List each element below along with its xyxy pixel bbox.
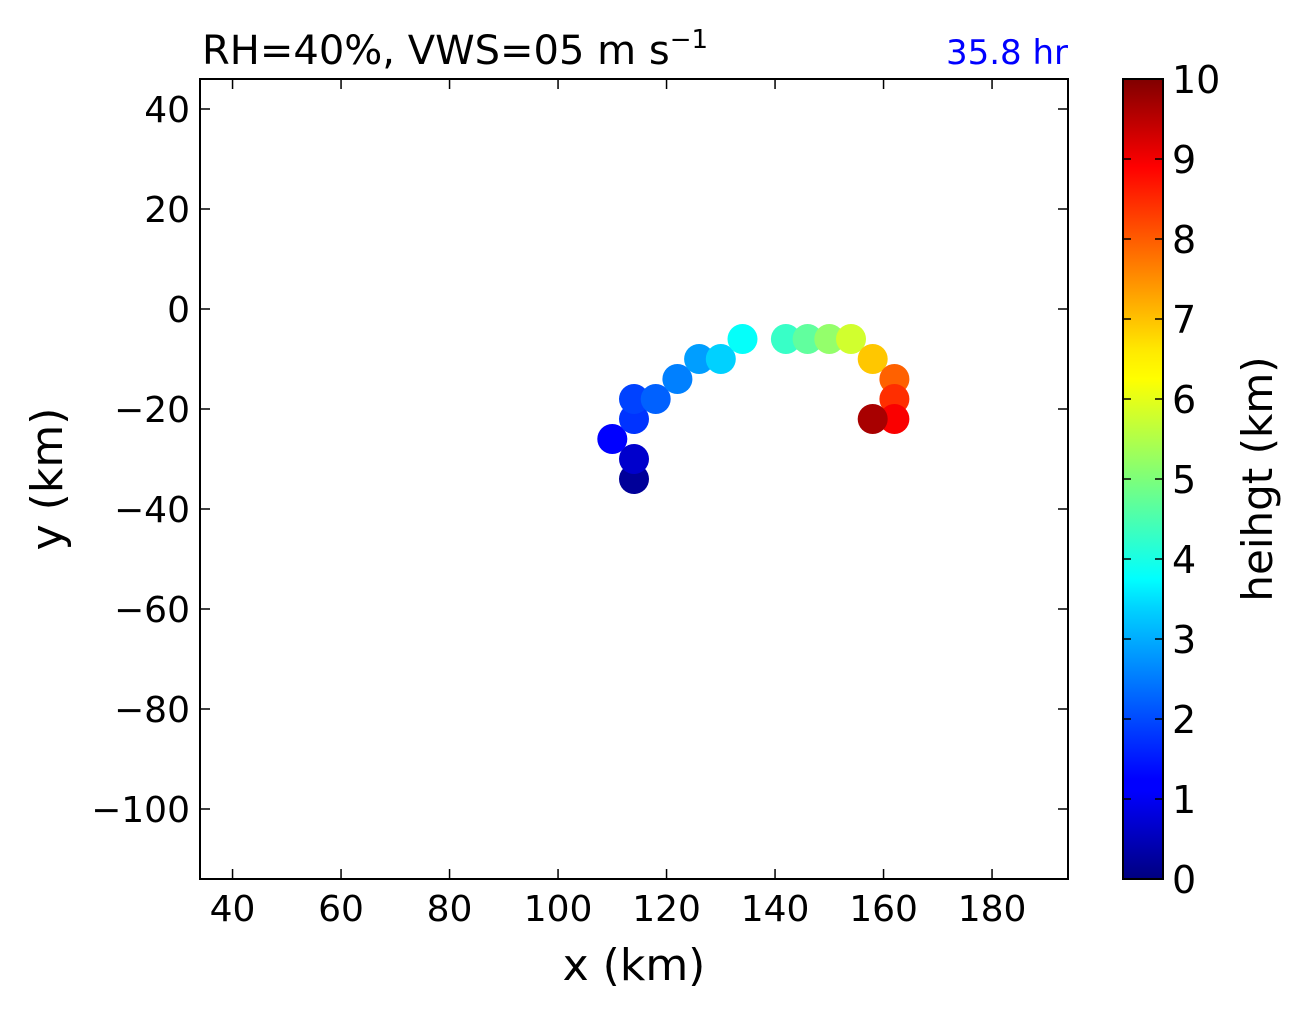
colorbar-tick-label: 5 (1172, 458, 1196, 502)
y-tick-label: −80 (114, 690, 190, 731)
y-axis-label: y (km) (22, 408, 73, 551)
y-tick-label: −40 (114, 490, 190, 531)
data-point-7 (684, 344, 715, 374)
x-tick-label: 40 (210, 889, 256, 930)
x-axis-label: x (km) (563, 940, 706, 991)
colorbar-label: heihgt (km) (1233, 356, 1282, 601)
data-point-18 (857, 404, 888, 434)
y-tick-label: −100 (91, 790, 190, 831)
colorbar-tick-label: 9 (1172, 138, 1196, 182)
colorbar: 0 1 2 3 4 5 6 7 8 9 10 heihgt (km) (1122, 58, 1282, 902)
x-tick-label: 140 (741, 889, 810, 930)
x-tick-label: 160 (849, 889, 918, 930)
x-tick-label: 120 (632, 889, 701, 930)
data-point-5 (640, 384, 671, 414)
colorbar-tick-label: 8 (1172, 218, 1196, 262)
x-axis-ticks: 40 60 80 100 120 140 160 180 (210, 79, 1027, 930)
x-tick-label: 100 (524, 889, 593, 930)
x-tick-label: 180 (958, 889, 1027, 930)
scatter-points (597, 324, 910, 494)
y-tick-label: 20 (144, 190, 190, 231)
data-point-2 (597, 424, 628, 454)
time-annotation: 35.8 hr (946, 33, 1068, 73)
colorbar-tick-label: 7 (1172, 298, 1196, 342)
plot-frame (199, 78, 1069, 880)
colorbar-tick-label: 4 (1172, 538, 1196, 582)
y-axis-ticks: 40 20 0 −20 −40 −60 −80 −100 (91, 90, 1068, 831)
colorbar-tick-label: 10 (1172, 58, 1220, 102)
y-tick-label: −20 (114, 390, 190, 431)
data-point-17 (879, 404, 910, 434)
colorbar-ticks: 0 1 2 3 4 5 6 7 8 9 10 (1123, 58, 1220, 902)
data-point-12 (814, 324, 845, 354)
data-point-8 (705, 344, 736, 374)
data-point-9 (727, 324, 758, 354)
x-tick-label: 80 (427, 889, 473, 930)
colorbar-tick-label: 3 (1172, 618, 1196, 662)
colorbar-tick-label: 0 (1172, 858, 1196, 902)
data-point-13 (836, 324, 866, 354)
y-tick-label: −60 (114, 590, 190, 631)
data-point-1 (619, 444, 649, 474)
y-tick-label: 0 (167, 290, 190, 331)
y-tick-label: 40 (144, 90, 190, 131)
plot-area: 40 60 80 100 120 140 160 180 40 20 0 −20 −40 −60 −80 −… (91, 78, 1069, 930)
data-point-4 (619, 384, 649, 414)
colorbar-tick-label: 1 (1172, 778, 1196, 822)
data-point-11 (792, 324, 823, 354)
colorbar-tick-label: 2 (1172, 698, 1196, 742)
data-point-6 (662, 364, 693, 394)
data-point-14 (857, 344, 888, 374)
colorbar-tick-label: 6 (1172, 378, 1196, 422)
data-point-10 (770, 324, 801, 354)
x-tick-label: 60 (318, 889, 364, 930)
chart-title: RH=40%, VWS=05 m s−1 (202, 25, 708, 74)
